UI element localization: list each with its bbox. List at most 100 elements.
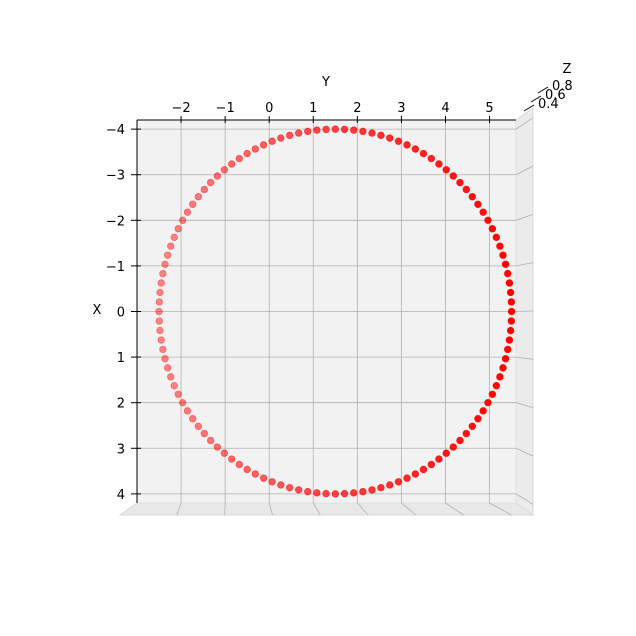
- x-axis-title: X: [93, 303, 102, 318]
- tick-label-x: 0: [117, 306, 125, 321]
- data-point: [442, 449, 450, 457]
- tick-label-y: 2: [353, 101, 361, 116]
- tick-label-x: 3: [117, 442, 125, 457]
- tick-mark-z: [530, 95, 542, 103]
- data-point: [394, 478, 403, 486]
- data-point: [213, 172, 222, 180]
- data-point: [462, 185, 471, 194]
- data-point: [504, 269, 512, 278]
- data-point: [377, 131, 385, 140]
- data-point: [220, 166, 229, 174]
- data-point: [411, 145, 420, 153]
- data-point: [359, 487, 367, 496]
- data-point: [155, 298, 163, 306]
- data-point: [189, 415, 197, 423]
- tick-label-z: 0.4: [538, 97, 559, 112]
- tick-label-y: 5: [485, 101, 493, 116]
- data-point: [159, 269, 167, 278]
- grid-line-side: [515, 117, 534, 130]
- tick-label-x: −4: [106, 123, 125, 138]
- data-point: [155, 317, 163, 325]
- tick-label-y: 0: [265, 101, 273, 116]
- data-point: [277, 134, 285, 142]
- data-point: [435, 160, 443, 168]
- data-point: [178, 216, 187, 225]
- grid-line-side: [515, 310, 534, 312]
- data-point: [294, 129, 303, 137]
- data-point: [285, 483, 294, 492]
- data-point: [213, 443, 222, 451]
- data-point: [322, 125, 330, 134]
- data-point: [156, 288, 164, 297]
- data-point: [167, 373, 175, 381]
- data-point: [227, 455, 236, 463]
- tick-marks: [131, 86, 549, 503]
- data-point: [456, 436, 464, 445]
- data-point: [340, 489, 349, 498]
- data-point: [505, 336, 514, 344]
- bottom-pane: [118, 502, 535, 516]
- tick-mark-z: [523, 104, 535, 112]
- data-point: [386, 134, 394, 142]
- data-point: [484, 216, 492, 225]
- tick-label-z: 0.8: [552, 79, 573, 94]
- data-point: [462, 429, 471, 438]
- grid-line-bottom: [489, 502, 512, 516]
- data-point: [427, 460, 436, 469]
- data-point: [501, 260, 510, 268]
- data-point: [285, 131, 294, 140]
- data-point: [161, 260, 169, 268]
- grid-line-side: [515, 165, 534, 176]
- data-point: [206, 436, 215, 445]
- data-point: [479, 208, 487, 216]
- grid-line-side: [515, 213, 534, 221]
- data-point: [403, 141, 411, 149]
- data-point: [403, 474, 411, 482]
- tick-label-y: −1: [216, 101, 235, 116]
- y-axis-title: Y: [321, 75, 330, 90]
- grid-line-side: [515, 402, 534, 409]
- data-point: [505, 279, 514, 287]
- data-point: [178, 398, 187, 407]
- grid-line-side: [515, 493, 534, 505]
- data-point: [499, 364, 507, 372]
- tick-label-x: −3: [106, 169, 125, 184]
- data-point: [243, 465, 251, 474]
- grid-line-bottom: [312, 502, 321, 516]
- data-point: [368, 129, 376, 137]
- tick-label-y: −2: [171, 101, 190, 116]
- data-point: [411, 470, 420, 478]
- data-point: [506, 288, 515, 297]
- data-point: [442, 166, 450, 174]
- data-point: [394, 137, 403, 145]
- data-point: [419, 465, 428, 474]
- data-point: [492, 381, 501, 390]
- grid-line-side: [515, 447, 534, 457]
- data-point: [163, 251, 172, 259]
- data-point: [507, 298, 516, 306]
- data-point: [251, 470, 259, 478]
- data-point: [340, 125, 349, 134]
- data-point: [377, 483, 385, 492]
- data-point: [468, 193, 477, 201]
- data-point: [313, 126, 321, 134]
- data-point: [157, 336, 165, 344]
- grid-line-side: [515, 262, 534, 267]
- data-point: [259, 141, 268, 149]
- tick-label-y: 4: [441, 101, 449, 116]
- data-point: [159, 345, 167, 354]
- data-point: [492, 233, 501, 242]
- data-point: [161, 355, 169, 363]
- tick-mark-z: [537, 86, 549, 94]
- tick-label-x: 2: [117, 397, 125, 412]
- data-point: [277, 481, 285, 489]
- data-point: [313, 489, 321, 497]
- data-point: [157, 279, 165, 287]
- data-point: [194, 193, 203, 201]
- data-point: [259, 474, 268, 482]
- grid-line-bottom: [176, 502, 182, 516]
- data-point: [174, 225, 182, 233]
- data-point: [183, 407, 192, 415]
- tick-label-x: 4: [117, 488, 125, 503]
